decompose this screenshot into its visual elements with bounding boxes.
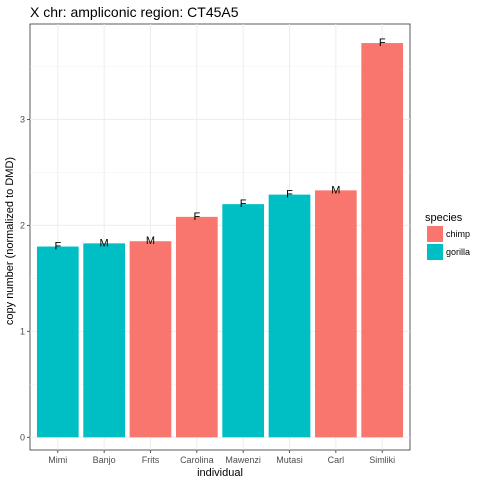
legend-key-chimp: [427, 226, 443, 242]
x-axis-title: individual: [197, 467, 243, 479]
x-tick-label: Frits: [142, 455, 160, 465]
bar-label: F: [379, 37, 386, 49]
bar-banjo: [83, 243, 125, 438]
bar-label: M: [100, 237, 109, 249]
y-axis-title: copy number (normalized to DMD): [4, 157, 16, 325]
y-tick-label: 3: [20, 114, 25, 124]
bar-mawenzi: [222, 204, 265, 438]
bar-mimi: [36, 246, 79, 438]
bar-label: F: [286, 189, 293, 201]
legend-label-chimp: chimp: [446, 229, 470, 239]
bars: [36, 43, 404, 438]
bar-mutasi: [268, 194, 311, 438]
x-tick-label: Carolina: [180, 455, 214, 465]
axes: 0 1 2 3 Mimi Banjo Frits Carolina Mawenzi Mutasi C…: [20, 114, 395, 465]
x-tick-label: Banjo: [93, 455, 116, 465]
legend-items: chimp gorilla: [427, 226, 470, 260]
bar-labels: F M M F F F M F: [54, 37, 385, 252]
y-tick-label: 1: [20, 326, 25, 336]
x-tick-label: Mimi: [48, 455, 67, 465]
x-tick-label: Mawenzi: [225, 455, 261, 465]
x-tick-label: Simliki: [369, 455, 395, 465]
x-tick-label: Mutasi: [276, 455, 303, 465]
y-tick-label: 2: [20, 220, 25, 230]
legend-title: species: [425, 212, 463, 224]
bar-carolina: [175, 216, 218, 438]
bar-simliki: [361, 43, 404, 438]
bar-frits: [129, 241, 172, 438]
legend: species chimp gorilla: [425, 212, 470, 260]
bar-label: F: [54, 241, 61, 253]
bar-label: M: [331, 184, 340, 196]
x-tick-label: Carl: [328, 455, 345, 465]
bar-label: M: [146, 235, 155, 247]
legend-label-gorilla: gorilla: [446, 247, 470, 257]
chart-title: X chr: ampliconic region: CT45A5: [30, 4, 239, 20]
y-tick-label: 0: [20, 432, 25, 442]
bar-label: F: [193, 211, 200, 223]
legend-key-gorilla: [427, 244, 443, 260]
bar-carl: [315, 190, 357, 438]
bar-label: F: [240, 198, 247, 210]
